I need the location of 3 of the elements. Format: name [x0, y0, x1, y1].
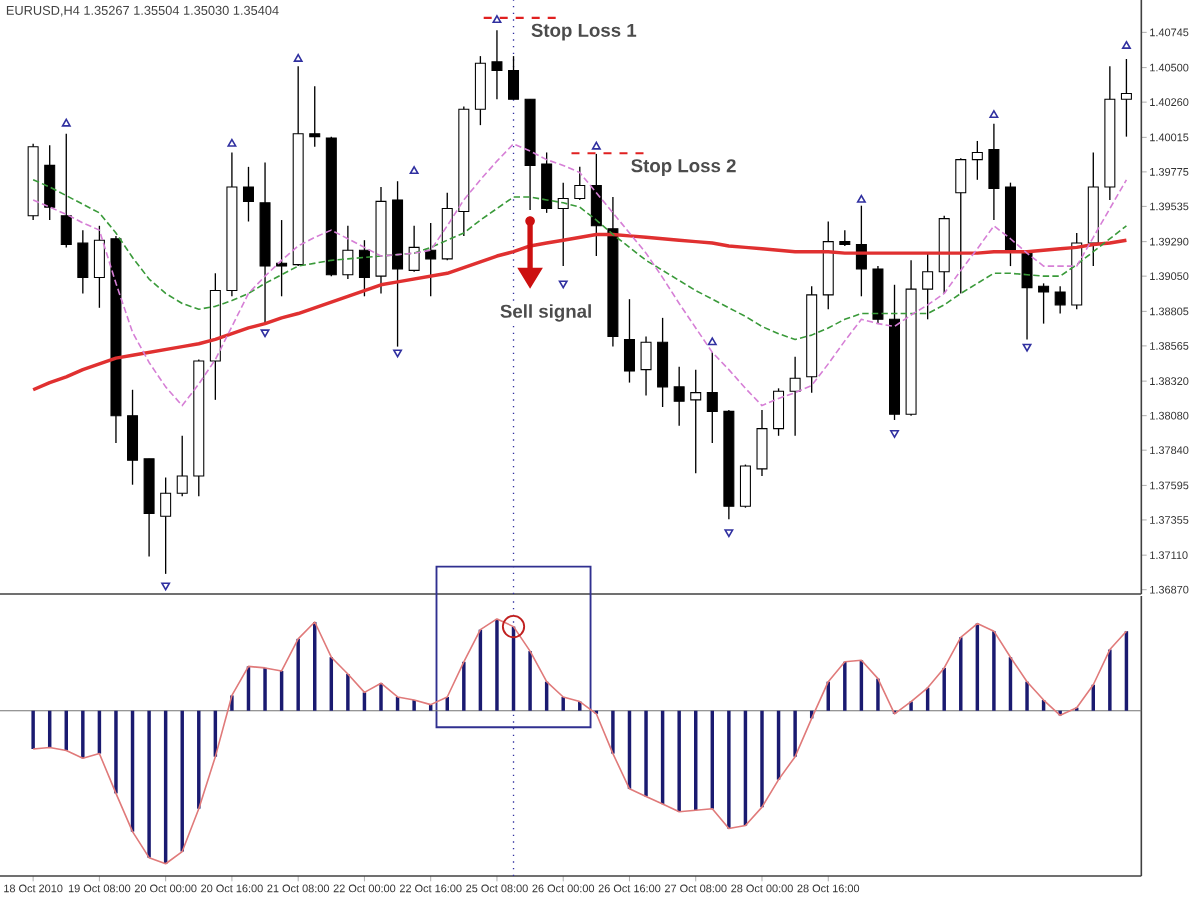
annotation: Stop Loss 2: [631, 159, 736, 177]
annotation: Sell signal: [500, 304, 591, 322]
annotation: Stop Loss 1: [531, 23, 637, 41]
